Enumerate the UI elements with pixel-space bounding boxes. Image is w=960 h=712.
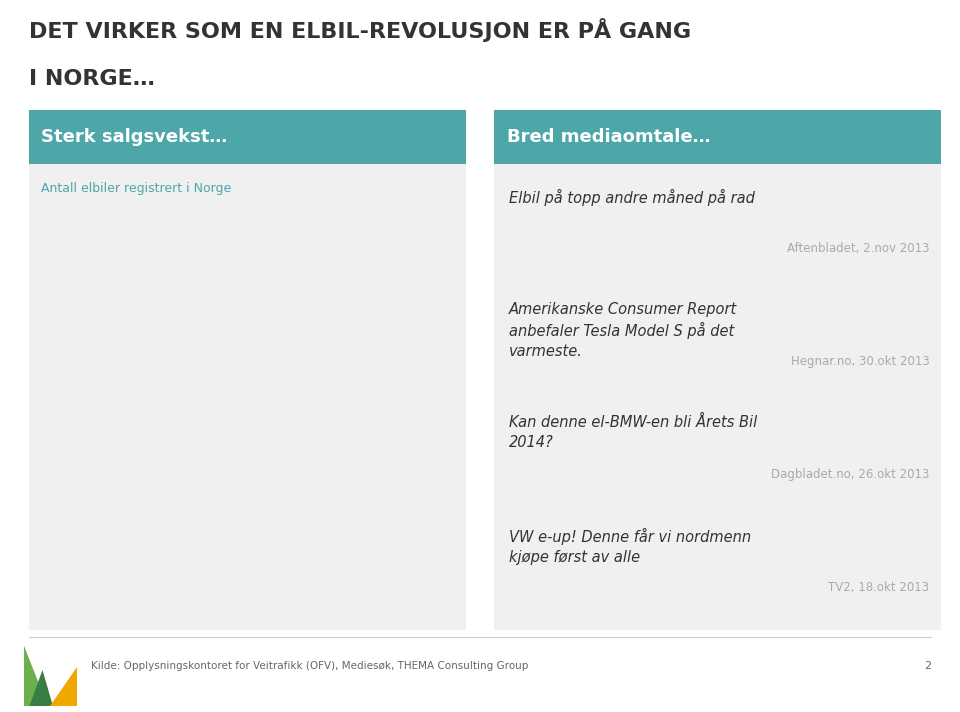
Text: Dagbladet.no, 26.okt 2013: Dagbladet.no, 26.okt 2013 [771,468,929,481]
Text: Hegnar.no, 30.okt 2013: Hegnar.no, 30.okt 2013 [790,355,929,368]
Text: Aftenbladet, 2.nov 2013: Aftenbladet, 2.nov 2013 [787,242,929,255]
Text: Antall elbiler registrert i Norge: Antall elbiler registrert i Norge [41,182,231,194]
Text: 2: 2 [924,661,931,671]
Text: DET VIRKER SOM EN ELBIL-REVOLUSJON ER PÅ GANG: DET VIRKER SOM EN ELBIL-REVOLUSJON ER PÅ… [29,18,691,42]
Polygon shape [29,670,53,706]
Polygon shape [24,646,48,706]
Polygon shape [50,667,77,706]
Text: VW e-up! Denne får vi nordmenn
kjøpe først av alle: VW e-up! Denne får vi nordmenn kjøpe før… [509,528,751,565]
Text: Bred mediaomtale…: Bred mediaomtale… [507,128,710,146]
Text: I NORGE…: I NORGE… [29,69,155,89]
Text: Sterk salgsvekst…: Sterk salgsvekst… [41,128,228,146]
Text: Amerikanske Consumer Report
anbefaler Tesla Model S på det
varmeste.: Amerikanske Consumer Report anbefaler Te… [509,302,737,359]
Text: Kilde: Opplysningskontoret for Veitrafikk (OFV), Mediesøk, THEMA Consulting Grou: Kilde: Opplysningskontoret for Veitrafik… [91,661,529,671]
Text: TV2, 18.okt 2013: TV2, 18.okt 2013 [828,581,929,595]
Text: Kan denne el-BMW-en bli Årets Bil
2014?: Kan denne el-BMW-en bli Årets Bil 2014? [509,414,757,449]
Text: Elbil på topp andre måned på rad: Elbil på topp andre måned på rad [509,189,755,206]
